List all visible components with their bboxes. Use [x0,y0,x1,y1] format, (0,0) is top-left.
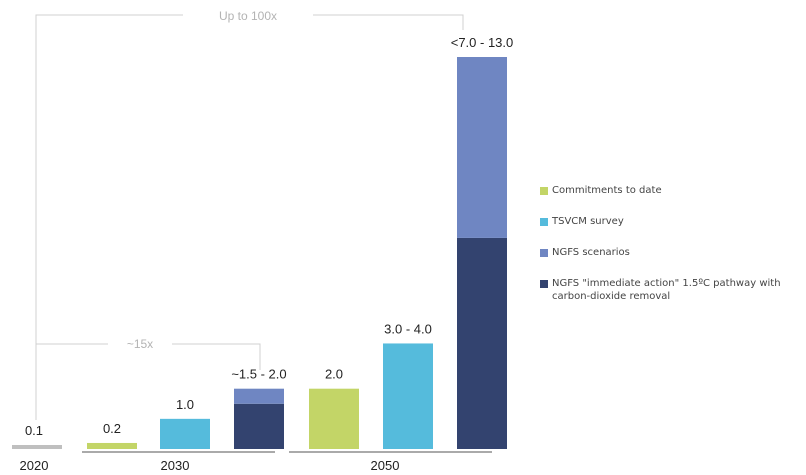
data-label-2050-1: 2.0 [325,367,343,382]
legend-label: Commitments to date [552,185,662,196]
legend-label: TSVCM survey [552,216,624,227]
data-label-2030-2: 1.0 [176,397,194,412]
legend-item-ngfs-immediate: NGFS "immediate action" 1.5ºC pathway wi… [540,277,802,303]
legend-swatch [540,218,548,226]
bar-2050-3-seg1 [457,237,507,449]
bar-2030-1-seg1 [87,442,137,449]
bar-2050-3-seg2 [457,57,507,238]
data-label-2030-1: 0.2 [103,421,121,436]
legend-label: NGFS "immediate action" 1.5ºC pathway wi… [552,278,781,302]
bracket-100x [35,14,464,420]
bar-2030-2-seg1 [160,418,210,449]
legend-swatch [540,249,548,257]
bars [12,57,507,449]
legend-swatch [540,187,548,195]
category-2020: 2020 [20,458,49,473]
bar-2030-3-seg2 [234,388,284,404]
legend-swatch [540,280,548,288]
legend: Commitments to date TSVCM survey NGFS sc… [540,184,802,321]
legend-item-commitments: Commitments to date [540,184,802,197]
category-2050: 2050 [371,458,400,473]
legend-label: NGFS scenarios [552,247,630,258]
category-axis: 2020 2030 2050 [20,451,492,473]
bracket-15x [36,343,261,370]
value-labels: 0.1 0.2 1.0 ~1.5 - 2.0 2.0 3.0 - 4.0 <7.0 - 13… [25,35,513,438]
data-label-2030-3: ~1.5 - 2.0 [231,367,286,382]
legend-item-ngfs: NGFS scenarios [540,246,802,259]
data-label-2020-1: 0.1 [25,423,43,438]
growth-annotations: Up to 100x ~15x [35,9,464,420]
annotation-100x: Up to 100x [219,9,277,23]
bar-2030-3-seg1 [234,403,284,449]
legend-item-tsvcm: TSVCM survey [540,215,802,228]
data-label-2050-3: <7.0 - 13.0 [451,35,514,50]
annotation-15x: ~15x [127,337,153,351]
data-label-2050-2: 3.0 - 4.0 [384,321,432,336]
bar-2050-2-seg1 [383,343,433,449]
bar-2020-1-seg1 [12,445,62,449]
category-2030: 2030 [161,458,190,473]
bar-2050-1-seg1 [309,388,359,449]
